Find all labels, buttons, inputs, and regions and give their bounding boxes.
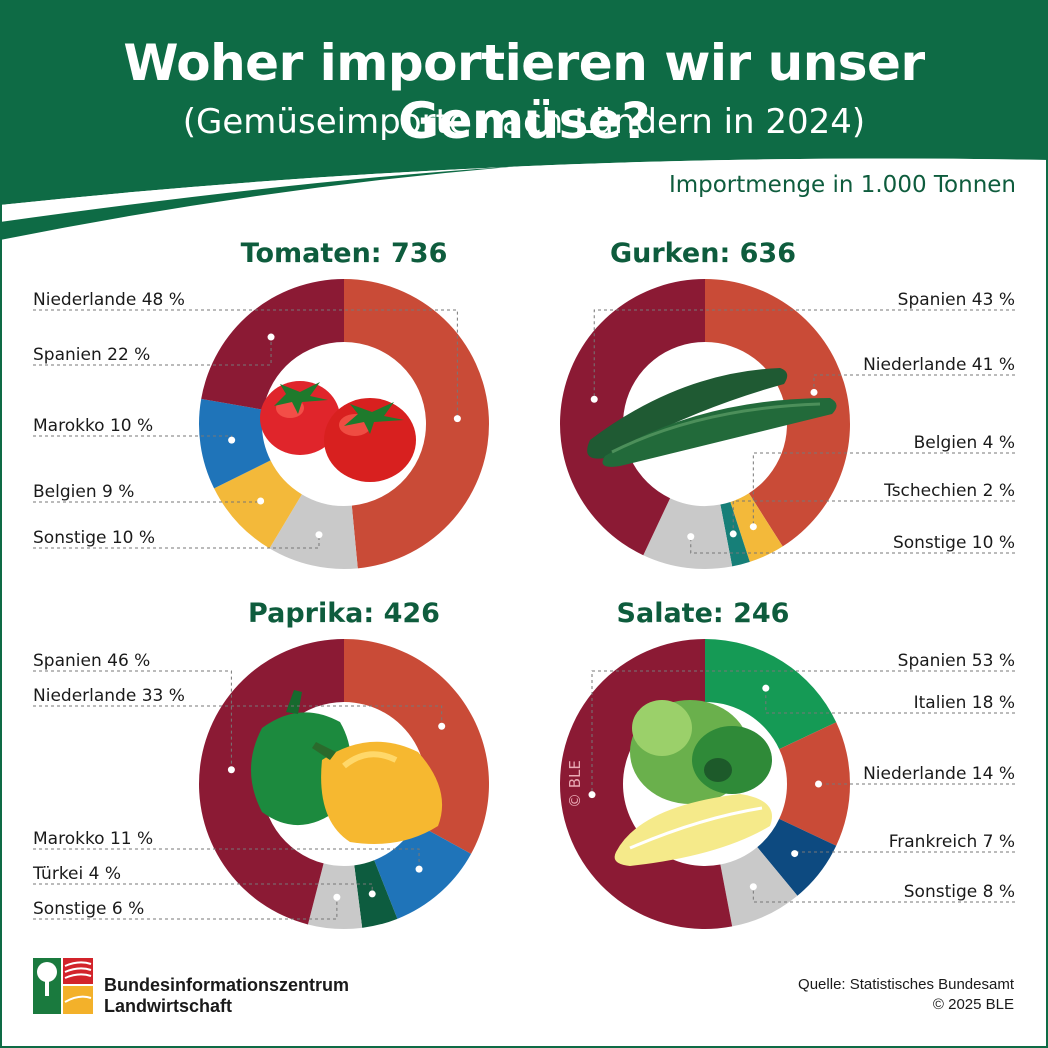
leader-line-2-4 [33, 670, 232, 770]
tomato-illustration [260, 381, 416, 482]
leader-dot-2-4 [227, 766, 235, 774]
source-note: Quelle: Statistisches Bundesamt © 2025 B… [798, 975, 1014, 1015]
label-gurken-spanien: Spanien 43 % [897, 290, 1015, 310]
donut-slice-3-1 [779, 722, 850, 846]
leader-dot-1-4 [590, 395, 598, 403]
leader-dot-1-2 [729, 530, 737, 538]
leader-dot-0-0 [453, 415, 461, 423]
donut-slice-1-4 [559, 279, 705, 556]
donut-slice-2-2 [354, 860, 398, 928]
label-gurken-niederlande: Niederlande 41 % [863, 355, 1015, 375]
label-paprika-tuerkei: Türkei 4 % [33, 864, 122, 884]
label-salate-frankreich: Frankreich 7 % [888, 832, 1015, 852]
leader-line-0-3 [33, 435, 233, 441]
leader-line-2-3 [33, 897, 338, 920]
label-tomaten-belgien: Belgien 9 % [33, 482, 135, 502]
leader-dot-0-4 [267, 333, 275, 341]
leader-dot-0-3 [228, 436, 236, 444]
donut-slice-2-1 [374, 823, 472, 919]
donut-slice-0-1 [269, 494, 358, 570]
label-salate-italien: Italien 18 % [913, 693, 1015, 713]
leader-line-0-4 [33, 337, 272, 366]
donut-slice-0-2 [214, 460, 302, 549]
leader-line-3-2 [794, 851, 1015, 854]
brand-line-1: Bundesinformationszentrum [104, 975, 350, 995]
copyright-watermark: © BLE [566, 760, 584, 808]
label-gurken-belgien: Belgien 4 % [913, 433, 1015, 453]
salad-illustration [614, 700, 772, 866]
leader-dot-3-3 [749, 883, 757, 891]
page-subtitle: (Gemüseimporte nach Ländern in 2024) [182, 102, 866, 142]
chart-title-salate: Salate: 246 [616, 598, 790, 629]
leader-line-3-4 [591, 670, 1015, 795]
source-line-2: © 2025 BLE [932, 996, 1014, 1013]
label-gurken-tschechien: Tschechien 2 % [884, 481, 1015, 501]
cucumber-illustration [587, 368, 837, 467]
page-title: Woher importieren wir unser Gemüse? [123, 34, 925, 150]
label-salate-niederlande: Niederlande 14 % [863, 764, 1015, 784]
brand-line-2: Landwirtschaft [104, 996, 233, 1016]
leader-dot-3-2 [791, 850, 799, 858]
leader-dot-1-1 [749, 523, 757, 531]
donut-slice-2-0 [344, 639, 490, 854]
header-banner [0, 0, 1048, 240]
label-tomaten-niederlande: Niederlande 48 % [33, 290, 185, 310]
leader-line-2-1 [33, 848, 420, 870]
chart-title-paprika: Paprika: 426 [248, 598, 440, 629]
leader-dot-1-3 [687, 533, 695, 541]
donut-slice-0-4 [201, 279, 344, 410]
leader-dot-2-3 [333, 893, 341, 901]
donut-slice-0-3 [199, 398, 271, 489]
leader-dot-3-1 [815, 780, 822, 788]
label-tomaten-sonstige: Sonstige 10 % [33, 528, 156, 548]
label-salate-spanien: Spanien 53 % [897, 651, 1015, 671]
label-tomaten-spanien: Spanien 22 % [33, 345, 151, 365]
source-line-1: Quelle: Statistisches Bundesamt [798, 976, 1014, 993]
leader-dot-0-2 [257, 497, 265, 505]
leader-dot-0-1 [315, 531, 323, 539]
donut-slice-3-2 [757, 818, 837, 896]
brand-logo [33, 958, 93, 1014]
leader-line-1-4 [593, 309, 1015, 400]
leader-line-3-0 [765, 688, 1015, 714]
label-gurken-sonstige: Sonstige 10 % [892, 533, 1015, 553]
label-salate-sonstige: Sonstige 8 % [903, 882, 1015, 902]
donut-slice-3-4 [559, 639, 733, 930]
donut-slice-3-3 [720, 847, 798, 927]
leader-line-0-1 [33, 534, 320, 549]
donut-slice-3-0 [705, 639, 837, 750]
leader-line-1-0 [813, 374, 1015, 393]
label-paprika-sonstige: Sonstige 6 % [33, 899, 145, 919]
leader-dot-2-1 [415, 865, 423, 873]
donut-slice-1-0 [705, 279, 850, 547]
label-paprika-marokko: Marokko 11 % [33, 829, 154, 849]
leader-dot-3-4 [588, 791, 596, 799]
donut-slice-1-3 [643, 498, 733, 569]
leader-line-3-3 [752, 886, 1015, 903]
leader-line-1-3 [690, 536, 1015, 554]
donut-slice-2-4 [199, 639, 344, 925]
leader-dot-3-0 [762, 684, 770, 692]
leader-dot-2-2 [368, 890, 376, 898]
chart-title-tomaten: Tomaten: 736 [240, 238, 448, 269]
leader-line-2-0 [33, 705, 443, 727]
leader-dot-2-0 [438, 722, 446, 730]
label-paprika-spanien: Spanien 46 % [33, 651, 151, 671]
brand-name: Bundesinformationszentrum Landwirtschaft [104, 975, 349, 1017]
unit-note: Importmenge in 1.000 Tonnen [668, 172, 1016, 198]
label-tomaten-marokko: Marokko 10 % [33, 416, 154, 436]
leader-dot-1-0 [810, 388, 818, 396]
pepper-illustration [251, 690, 443, 844]
chart-title-gurken: Gurken: 636 [609, 238, 797, 269]
label-paprika-niederlande: Niederlande 33 % [33, 686, 185, 706]
donut-slice-0-0 [344, 279, 490, 569]
